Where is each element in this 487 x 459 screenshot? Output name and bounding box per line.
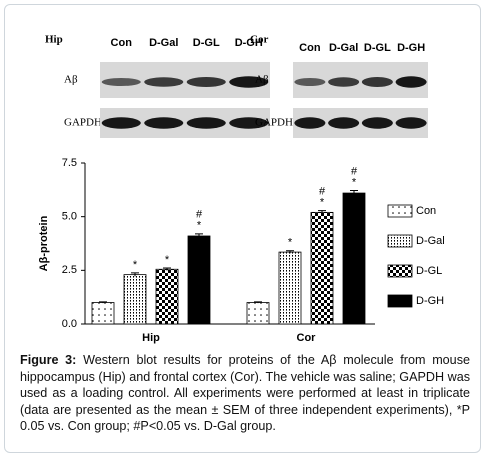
significance-mark: # <box>351 165 358 177</box>
lane-label: Con <box>299 42 321 54</box>
blot-band <box>144 117 184 129</box>
blot-band <box>361 117 393 129</box>
blot-band <box>361 77 393 87</box>
lane-label: D-GH <box>235 37 263 49</box>
y-tick-label: 5.0 <box>62 211 77 223</box>
legend-label: D-Gal <box>416 235 445 247</box>
significance-mark: * <box>165 254 170 266</box>
x-tick-label: Hip <box>142 332 160 344</box>
error-bar <box>318 210 326 215</box>
error-bar <box>99 301 107 304</box>
lane-label: D-GH <box>397 42 425 54</box>
lane-label: Con <box>111 37 133 49</box>
bar <box>155 268 179 325</box>
error-bar <box>163 267 171 271</box>
error-bar <box>131 272 139 277</box>
blot-band <box>395 76 427 88</box>
tissue-label: Cor <box>250 34 268 46</box>
row-label: GAPDH <box>64 117 102 129</box>
caption-text: Western blot results for proteins of the… <box>20 353 470 433</box>
blot-band <box>186 117 226 129</box>
caption-label: Figure 3: <box>20 353 77 367</box>
legend-swatch <box>387 234 413 248</box>
lane-label: D-GL <box>193 37 220 49</box>
row-label: GAPDH <box>255 117 293 129</box>
figure-frame <box>4 4 481 453</box>
blot-band <box>294 77 326 87</box>
bar <box>187 235 211 325</box>
blot-band <box>101 117 141 129</box>
significance-mark: * <box>288 237 293 249</box>
y-tick-label: 0.0 <box>62 318 77 330</box>
significance-mark: # <box>196 209 203 221</box>
row-label: Aβ <box>64 74 78 86</box>
blot-band <box>186 77 226 87</box>
blot-band <box>328 117 360 129</box>
bar <box>91 302 115 325</box>
y-tick-label: 7.5 <box>62 157 77 169</box>
significance-mark: * <box>352 176 357 188</box>
lane-label: D-Gal <box>149 37 178 49</box>
error-bar <box>254 301 262 304</box>
blot-band <box>229 76 269 88</box>
lane-label: D-Gal <box>329 42 358 54</box>
legend-label: D-GH <box>416 295 444 307</box>
caption: Figure 3: Western blot results for prote… <box>20 352 470 435</box>
legend-swatch <box>387 294 413 308</box>
bar <box>310 211 334 325</box>
blot-band <box>328 77 360 87</box>
blot-band <box>294 117 326 129</box>
bar <box>246 302 270 325</box>
bar <box>278 251 302 325</box>
tissue-label: Hip <box>45 34 63 46</box>
error-bar <box>195 233 203 239</box>
blot-band <box>229 117 269 129</box>
blot-band <box>101 77 141 87</box>
blot-band <box>144 77 184 87</box>
x-tick-label: Cor <box>297 332 317 344</box>
row-label: Aβ <box>255 74 269 86</box>
legend-swatch <box>387 264 413 278</box>
legend-swatch <box>387 204 413 218</box>
significance-mark: * <box>133 259 138 271</box>
significance-mark: * <box>197 220 202 232</box>
lane-label: D-GL <box>364 42 391 54</box>
bar <box>342 192 366 325</box>
bar <box>123 274 147 325</box>
significance-mark: * <box>320 197 325 209</box>
error-bar <box>286 250 294 254</box>
significance-mark: # <box>319 186 326 198</box>
blot-band <box>395 117 427 129</box>
y-tick-label: 2.5 <box>62 264 77 276</box>
legend-label: Con <box>416 205 436 217</box>
legend-label: D-GL <box>416 265 442 277</box>
error-bar <box>350 189 358 196</box>
y-axis-label: Aβ-protein <box>38 215 50 271</box>
